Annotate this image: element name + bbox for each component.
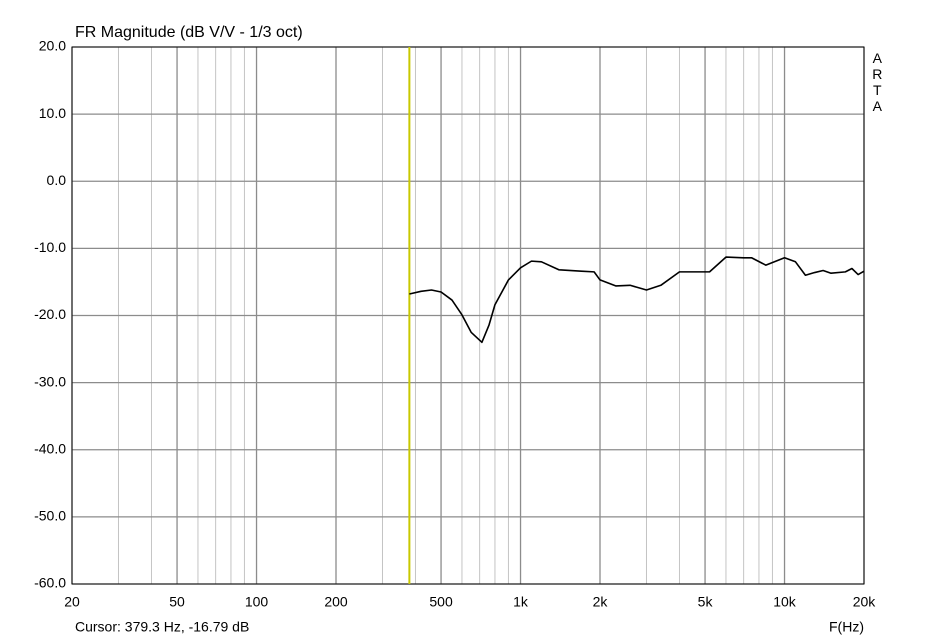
x-tick-label: 10k (773, 594, 797, 610)
x-tick-label: 2k (593, 594, 609, 610)
x-tick-label: 1k (513, 594, 529, 610)
y-tick-label: 0.0 (47, 172, 67, 188)
x-tick-label: 5k (698, 594, 714, 610)
y-tick-label: -10.0 (34, 239, 66, 255)
x-tick-label: 500 (429, 594, 453, 610)
cursor-readout: Cursor: 379.3 Hz, -16.79 dB (75, 619, 249, 635)
fr-curve (409, 256, 865, 344)
chart-title: FR Magnitude (dB V/V - 1/3 oct) (75, 24, 303, 41)
y-tick-label: -60.0 (34, 575, 66, 591)
y-tick-label: -40.0 (34, 440, 66, 456)
y-tick-label: -30.0 (34, 373, 66, 389)
y-tick-label: 20.0 (39, 38, 66, 54)
y-tick-label: -20.0 (34, 306, 66, 322)
x-tick-label: 20k (853, 594, 877, 610)
y-tick-label: 10.0 (39, 105, 66, 121)
x-tick-label: 50 (169, 594, 185, 610)
plot-frame (71, 46, 865, 585)
x-tick-label: 200 (324, 594, 348, 610)
x-tick-label: 100 (245, 594, 269, 610)
x-axis-label: F(Hz) (829, 619, 864, 635)
x-tick-label: 20 (64, 594, 80, 610)
watermark: ARTA (869, 50, 885, 114)
y-tick-label: -50.0 (34, 508, 66, 524)
